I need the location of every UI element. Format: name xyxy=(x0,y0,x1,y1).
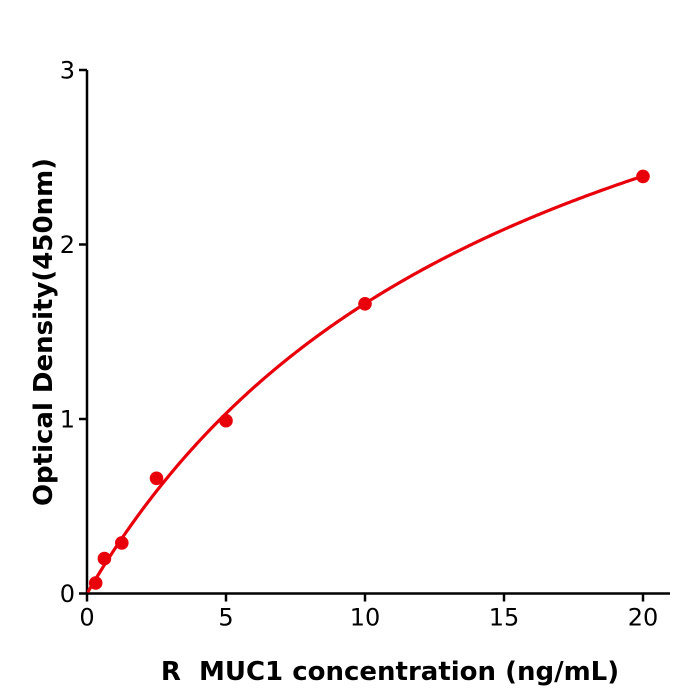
data-point xyxy=(636,169,650,184)
y-axis-label: Optical Density(450nm) xyxy=(29,158,59,506)
data-point xyxy=(115,536,129,550)
y-tick-label: 2 xyxy=(60,231,75,259)
data-point xyxy=(219,413,233,428)
data-point xyxy=(88,576,103,590)
data-point xyxy=(97,551,112,566)
x-tick-label: 15 xyxy=(489,604,520,632)
x-tick-label: 0 xyxy=(79,604,94,632)
x-tick-label: 5 xyxy=(218,604,233,632)
y-tick-label: 3 xyxy=(60,57,75,85)
plot-dynamic-layer: 0 5 10 15 20 0 1 2 3 xyxy=(60,57,670,632)
x-tick-label: 20 xyxy=(628,604,659,632)
x-axis-label: R MUC1 concentration (ng/mL) xyxy=(161,657,619,687)
x-tick-label: 10 xyxy=(350,604,381,632)
fit-curve-line xyxy=(86,174,645,593)
y-tick-label: 0 xyxy=(60,580,75,608)
data-point xyxy=(358,297,372,311)
axes-spines xyxy=(85,70,670,595)
data-point xyxy=(149,471,164,486)
y-tick-label: 1 xyxy=(60,406,75,434)
